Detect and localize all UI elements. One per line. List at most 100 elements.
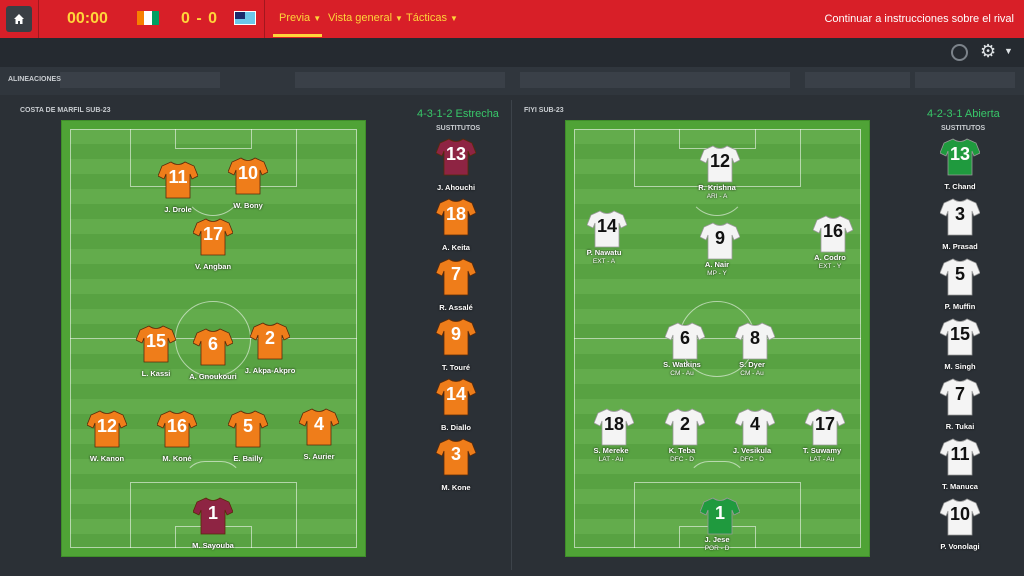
substitute-name: T. Chand — [944, 182, 976, 191]
substitute-name: R. Assalé — [439, 303, 473, 312]
away-player-shirt[interactable]: 2 — [665, 408, 705, 446]
player-role: MP - Y — [707, 270, 727, 277]
shirt-number: 14 — [596, 216, 618, 236]
home-team-name: COSTA DE MARFIL SUB-23 — [20, 107, 111, 114]
record-icon[interactable] — [951, 44, 968, 61]
substitute-name: P. Muffin — [944, 302, 976, 311]
away-player-shirt[interactable]: 8 — [735, 322, 775, 360]
match-score: 0 - 0 — [181, 10, 219, 27]
substitute-name: P. Vonolagi — [940, 542, 980, 551]
shirt-number: 4 — [749, 414, 760, 434]
chevron-down-icon: ▼ — [395, 14, 403, 23]
shirt-number: 6 — [207, 334, 218, 354]
player-name: J. Akpa-Akpro — [244, 366, 296, 375]
menu-vista-general[interactable]: Vista general ▼ — [328, 12, 403, 24]
home-player-shirt[interactable]: 12 — [87, 410, 127, 448]
player-name: S. Mereke — [593, 446, 629, 455]
menu-previa[interactable]: Previa ▼ — [279, 12, 321, 24]
shirt-number: 12 — [709, 151, 731, 171]
toolbar — [0, 38, 1024, 67]
away-sub-shirt[interactable]: 7 — [940, 378, 980, 416]
penalty-arc-bottom — [687, 461, 747, 483]
player-role: EXT - Y — [818, 263, 842, 270]
home-player-shirt[interactable]: 2 — [250, 322, 290, 360]
player-name: R. Krishna — [698, 183, 736, 192]
home-sub-shirt[interactable]: 14 — [436, 378, 476, 416]
away-player-shirt[interactable]: 4 — [735, 408, 775, 446]
home-player-shirt[interactable]: 11 — [158, 161, 198, 199]
home-formation[interactable]: 4-3-1-2 Estrecha — [417, 108, 499, 120]
player-name: S. Dyer — [739, 360, 765, 369]
away-sub-shirt[interactable]: 15 — [940, 318, 980, 356]
away-pitch — [565, 120, 870, 557]
home-player-shirt[interactable]: 15 — [136, 325, 176, 363]
substitute-name: R. Tukai — [945, 422, 975, 431]
chevron-down-icon: ▼ — [313, 14, 322, 23]
player-name: V. Angban — [194, 262, 232, 271]
player-role: CM - Au — [740, 370, 764, 377]
shirt-number: 7 — [450, 264, 461, 284]
player-name: L. Kassi — [141, 369, 171, 378]
away-player-shirt[interactable]: 16 — [813, 215, 853, 253]
home-player-shirt[interactable]: 6 — [193, 328, 233, 366]
away-sub-shirt[interactable]: 3 — [940, 198, 980, 236]
away-formation[interactable]: 4-2-3-1 Abierta — [927, 108, 1000, 120]
gear-icon[interactable]: ⚙ — [980, 41, 997, 61]
shirt-number: 18 — [445, 204, 467, 224]
stand-block — [805, 72, 910, 88]
away-sub-shirt[interactable]: 10 — [940, 498, 980, 536]
away-player-shirt[interactable]: 6 — [665, 322, 705, 360]
home-sub-shirt[interactable]: 9 — [436, 318, 476, 356]
stand-block — [295, 72, 505, 88]
active-menu-indicator — [273, 34, 322, 37]
goal-area-top — [175, 129, 252, 149]
shirt-number: 11 — [168, 167, 188, 187]
away-player-shirt[interactable]: 12 — [700, 145, 740, 183]
away-subs-label: SUSTITUTOS — [941, 125, 986, 132]
player-role: LAT - Au — [809, 456, 835, 463]
home-player-shirt[interactable]: 16 — [157, 410, 197, 448]
home-button[interactable] — [6, 6, 32, 32]
away-player-shirt[interactable]: 17 — [805, 408, 845, 446]
player-name: S. Watkins — [663, 360, 701, 369]
home-sub-shirt[interactable]: 13 — [436, 138, 476, 176]
penalty-arc-bottom — [183, 461, 243, 483]
substitute-name: M. Prasad — [942, 242, 978, 251]
home-sub-shirt[interactable]: 7 — [436, 258, 476, 296]
away-player-shirt[interactable]: 18 — [594, 408, 634, 446]
player-role: CM - Au — [670, 370, 694, 377]
away-player-shirt[interactable]: 14 — [587, 210, 627, 248]
home-sub-shirt[interactable]: 18 — [436, 198, 476, 236]
shirt-number: 4 — [313, 414, 324, 434]
shirt-number: 5 — [242, 416, 253, 436]
home-player-shirt[interactable]: 17 — [193, 218, 233, 256]
shirt-number: 5 — [954, 264, 965, 284]
home-player-shirt[interactable]: 5 — [228, 410, 268, 448]
substitute-name: T. Manuca — [942, 482, 978, 491]
home-sub-shirt[interactable]: 3 — [436, 438, 476, 476]
home-player-shirt[interactable]: 10 — [228, 157, 268, 195]
shirt-number: 7 — [954, 384, 965, 404]
continue-button[interactable]: Continuar a instrucciones sobre el rival — [824, 13, 1014, 25]
player-role: ARI - A — [706, 193, 728, 200]
player-name: M. Koné — [162, 454, 192, 463]
shirt-number: 9 — [714, 228, 725, 248]
away-sub-shirt[interactable]: 13 — [940, 138, 980, 176]
chevron-down-icon[interactable]: ▼ — [1004, 46, 1013, 56]
away-player-shirt[interactable]: 9 — [700, 222, 740, 260]
home-player-shirt[interactable]: 4 — [299, 408, 339, 446]
away-player-shirt[interactable]: 1 — [700, 497, 740, 535]
player-name: A. Codro — [814, 253, 846, 262]
away-sub-shirt[interactable]: 11 — [940, 438, 980, 476]
player-name: P. Nawatu — [586, 248, 622, 257]
player-role: LAT - Au — [598, 456, 624, 463]
player-role: EXT - A — [592, 258, 616, 265]
away-sub-shirt[interactable]: 5 — [940, 258, 980, 296]
substitute-name: M. Kone — [441, 483, 471, 492]
home-player-shirt[interactable]: 1 — [193, 497, 233, 535]
shirt-number: 17 — [814, 414, 836, 434]
shirt-number: 10 — [237, 163, 259, 183]
menu-label: Vista general — [328, 12, 393, 24]
shirt-number: 13 — [445, 144, 467, 164]
menu-tacticas[interactable]: Tácticas ▼ — [406, 12, 458, 24]
